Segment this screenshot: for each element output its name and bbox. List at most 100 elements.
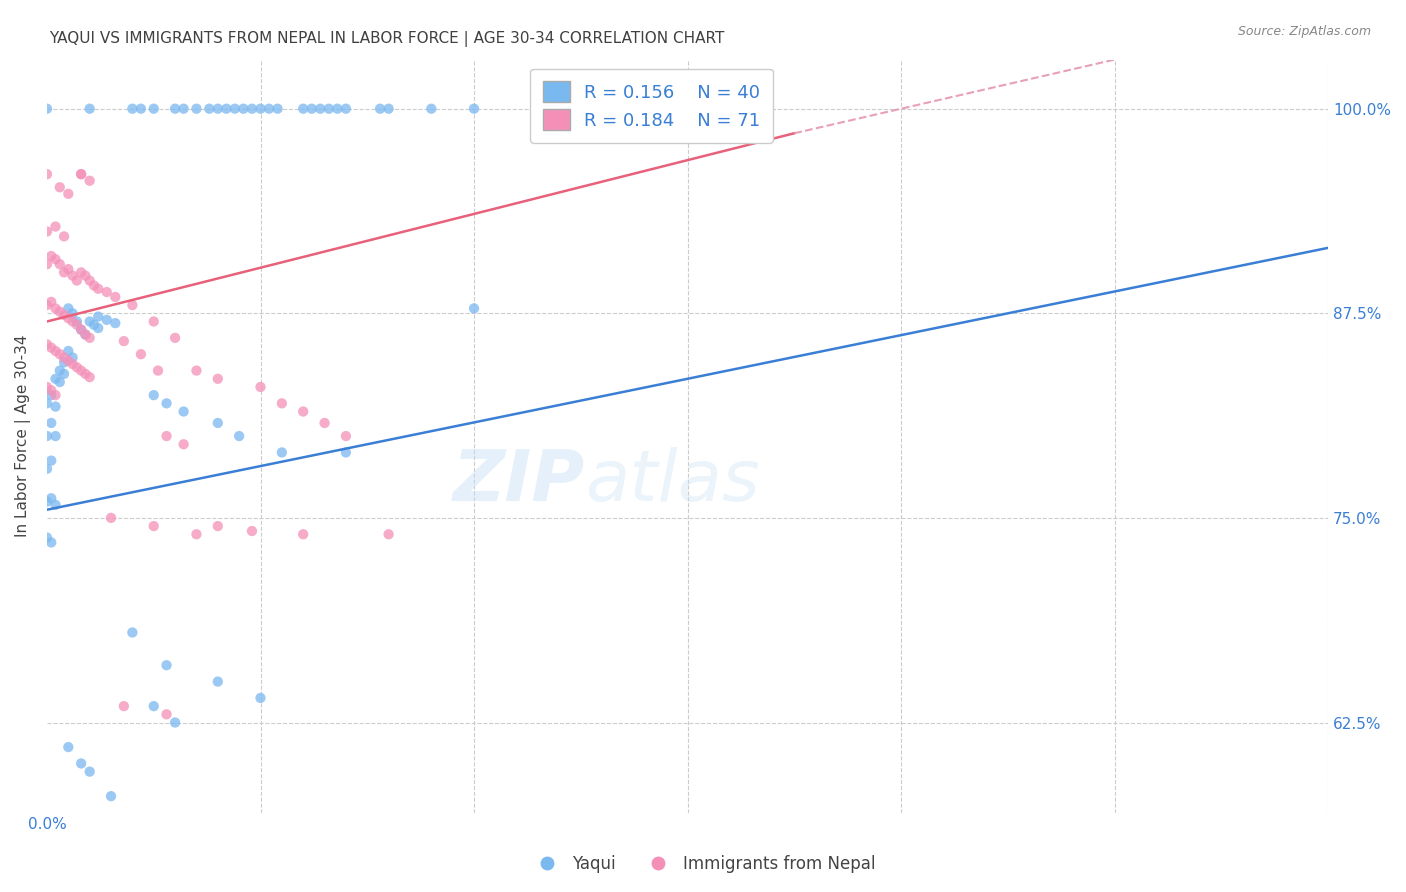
Legend: R = 0.156    N = 40, R = 0.184    N = 71: R = 0.156 N = 40, R = 0.184 N = 71 [530, 69, 773, 143]
Point [70, 265, 93, 279]
Point [49, 347, 72, 361]
Point [62, 314, 84, 328]
Point [44, 301, 66, 316]
Point [173, 102, 195, 116]
Point [44, 400, 66, 414]
Point [58, 311, 80, 326]
Point [79, 102, 101, 116]
Point [44, 252, 66, 267]
Point [49, 363, 72, 377]
Point [53, 308, 76, 322]
Point [186, 527, 208, 541]
Point [66, 314, 89, 328]
Point [228, 429, 250, 443]
Point [165, 102, 187, 116]
Point [49, 180, 72, 194]
Point [591, 102, 613, 116]
Point [66, 274, 89, 288]
Point [66, 360, 89, 375]
Point [39, 535, 62, 549]
Point [35, 429, 58, 443]
Point [420, 102, 443, 116]
Point [44, 343, 66, 358]
Point [335, 429, 357, 443]
Point [75, 327, 97, 342]
Point [240, 524, 263, 538]
Y-axis label: In Labor Force | Age 30-34: In Labor Force | Age 30-34 [15, 334, 31, 537]
Point [368, 102, 391, 116]
Text: atlas: atlas [585, 447, 759, 516]
Point [377, 527, 399, 541]
Point [79, 314, 101, 328]
Point [335, 445, 357, 459]
Point [173, 437, 195, 451]
Point [186, 102, 208, 116]
Point [100, 511, 122, 525]
Point [142, 388, 165, 402]
Point [39, 294, 62, 309]
Point [49, 257, 72, 271]
Point [79, 174, 101, 188]
Point [335, 102, 357, 116]
Point [318, 102, 340, 116]
Point [53, 351, 76, 365]
Point [58, 353, 80, 368]
Point [100, 789, 122, 804]
Point [112, 334, 135, 348]
Legend: Yaqui, Immigrants from Nepal: Yaqui, Immigrants from Nepal [524, 848, 882, 880]
Point [75, 367, 97, 381]
Point [35, 167, 58, 181]
Point [83, 318, 105, 332]
Point [257, 102, 280, 116]
Point [326, 102, 349, 116]
Point [44, 498, 66, 512]
Point [70, 167, 93, 181]
Point [62, 306, 84, 320]
Point [249, 690, 271, 705]
Point [75, 268, 97, 283]
Text: ZIP: ZIP [453, 447, 585, 516]
Point [232, 102, 254, 116]
Point [165, 331, 187, 345]
Point [215, 102, 238, 116]
Point [121, 102, 143, 116]
Point [198, 102, 221, 116]
Point [58, 301, 80, 316]
Point [39, 416, 62, 430]
Point [49, 375, 72, 389]
Point [129, 102, 152, 116]
Point [146, 363, 169, 377]
Point [35, 337, 58, 351]
Point [207, 102, 229, 116]
Point [186, 363, 208, 377]
Point [49, 304, 72, 318]
Point [301, 102, 323, 116]
Point [96, 285, 118, 299]
Point [121, 298, 143, 312]
Point [62, 268, 84, 283]
Point [79, 370, 101, 384]
Point [35, 102, 58, 116]
Text: YAQUI VS IMMIGRANTS FROM NEPAL IN LABOR FORCE | AGE 30-34 CORRELATION CHART: YAQUI VS IMMIGRANTS FROM NEPAL IN LABOR … [49, 31, 724, 47]
Point [104, 316, 127, 330]
Point [35, 380, 58, 394]
Point [240, 102, 263, 116]
Point [292, 404, 315, 418]
Point [44, 388, 66, 402]
Point [173, 404, 195, 418]
Point [58, 740, 80, 755]
Point [142, 699, 165, 714]
Point [70, 363, 93, 377]
Point [249, 380, 271, 394]
Point [39, 249, 62, 263]
Point [155, 658, 177, 673]
Point [87, 321, 110, 335]
Point [224, 102, 246, 116]
Point [39, 453, 62, 467]
Point [314, 416, 336, 430]
Point [53, 367, 76, 381]
Text: Source: ZipAtlas.com: Source: ZipAtlas.com [1237, 25, 1371, 38]
Point [53, 355, 76, 369]
Point [207, 674, 229, 689]
Point [35, 396, 58, 410]
